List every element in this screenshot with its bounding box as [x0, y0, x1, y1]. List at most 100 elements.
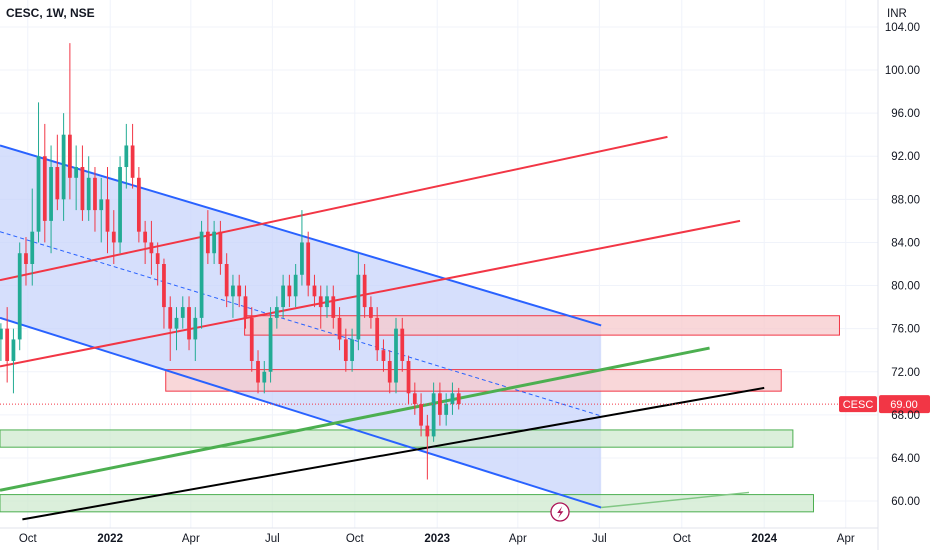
candle[interactable]: [205, 210, 210, 264]
candle[interactable]: [149, 220, 154, 275]
candle[interactable]: [362, 264, 367, 318]
candle[interactable]: [5, 307, 10, 383]
candle[interactable]: [438, 382, 442, 426]
candle[interactable]: [105, 167, 110, 254]
candle[interactable]: [387, 350, 392, 394]
candle[interactable]: [375, 307, 380, 361]
candle[interactable]: [325, 285, 329, 318]
candle[interactable]: [17, 242, 22, 351]
resistance-zone-2[interactable]: [165, 369, 782, 392]
candle[interactable]: [124, 123, 129, 189]
candle-body: [111, 231, 116, 243]
candle[interactable]: [61, 113, 66, 221]
candle[interactable]: [356, 253, 361, 351]
candle[interactable]: [24, 237, 28, 286]
chart-zones: [0, 145, 840, 513]
candle[interactable]: [143, 220, 148, 264]
support-zone-2[interactable]: [0, 494, 814, 513]
candle[interactable]: [118, 156, 122, 254]
candle-body: [312, 285, 317, 297]
candle[interactable]: [406, 355, 411, 405]
candle[interactable]: [237, 274, 242, 308]
candle[interactable]: [130, 123, 135, 189]
candle[interactable]: [331, 285, 336, 329]
candle[interactable]: [425, 414, 430, 480]
candle[interactable]: [249, 307, 254, 372]
candle-body: [105, 199, 110, 232]
candle[interactable]: [74, 145, 79, 211]
candle[interactable]: [155, 242, 160, 286]
candle[interactable]: [218, 220, 223, 275]
candle[interactable]: [212, 220, 217, 264]
lightning-bolt-icon[interactable]: [550, 502, 570, 522]
candle[interactable]: [42, 123, 47, 243]
candle-body: [369, 307, 373, 318]
candle[interactable]: [256, 350, 260, 394]
candle[interactable]: [49, 145, 53, 254]
candle[interactable]: [187, 296, 191, 351]
x-tick-label: Jul: [265, 533, 280, 545]
candle[interactable]: [86, 156, 91, 221]
candlestick-series[interactable]: [0, 43, 461, 480]
channel-lower-line[interactable]: [0, 316, 602, 509]
candle[interactable]: [312, 274, 317, 308]
candle[interactable]: [30, 188, 35, 286]
candle[interactable]: [381, 339, 386, 372]
green-trendline[interactable]: [0, 346, 710, 492]
candle[interactable]: [281, 274, 285, 318]
candle[interactable]: [343, 328, 348, 372]
candle[interactable]: [456, 387, 461, 410]
candle[interactable]: [55, 134, 60, 211]
candle[interactable]: [11, 328, 16, 394]
y-axis[interactable]: INR 104.00 100.00 96.00 92.00 88.00 84.00 80.00…: [877, 0, 920, 550]
candle[interactable]: [287, 274, 292, 308]
candle[interactable]: [243, 285, 248, 329]
candle[interactable]: [180, 296, 185, 329]
red-trendline-upper[interactable]: [0, 135, 668, 282]
candle[interactable]: [80, 145, 85, 221]
candle-body: [80, 167, 85, 211]
candle[interactable]: [0, 323, 3, 361]
support-zone-1[interactable]: [0, 429, 794, 448]
candle[interactable]: [350, 328, 354, 372]
candle[interactable]: [400, 317, 405, 372]
candle[interactable]: [262, 360, 267, 394]
candle[interactable]: [36, 102, 41, 243]
channel-upper-line[interactable]: [0, 144, 602, 327]
candle[interactable]: [68, 43, 72, 200]
candle-body: [86, 177, 91, 211]
candle[interactable]: [300, 210, 304, 286]
candle[interactable]: [412, 382, 417, 415]
candle[interactable]: [174, 307, 179, 351]
candle[interactable]: [268, 307, 273, 383]
candle[interactable]: [337, 307, 342, 351]
x-tick-label: Jul: [592, 533, 607, 545]
candle[interactable]: [274, 296, 279, 329]
candle[interactable]: [419, 393, 423, 437]
resistance-zone-1[interactable]: [244, 315, 840, 336]
candle[interactable]: [450, 382, 455, 415]
candle[interactable]: [431, 382, 436, 442]
candle[interactable]: [193, 307, 198, 361]
candle[interactable]: [111, 210, 116, 264]
candle[interactable]: [306, 231, 311, 297]
candle-body: [293, 274, 298, 297]
candle[interactable]: [199, 220, 204, 329]
candle[interactable]: [293, 264, 298, 308]
candle[interactable]: [318, 285, 323, 329]
candle[interactable]: [369, 296, 373, 329]
candle[interactable]: [99, 177, 104, 243]
x-axis[interactable]: Oct 2022 Apr Jul Oct 2023 Apr Jul Oct 2024 Apr: [0, 527, 878, 545]
candle[interactable]: [444, 393, 449, 426]
candle[interactable]: [224, 253, 229, 308]
black-trendline[interactable]: [22, 386, 765, 521]
red-trendline-lower[interactable]: [0, 219, 741, 368]
green-trendline-tail[interactable]: [601, 491, 750, 509]
candle[interactable]: [168, 296, 173, 361]
candle[interactable]: [136, 167, 141, 243]
candle[interactable]: [162, 258, 166, 329]
candle[interactable]: [231, 274, 235, 318]
candle[interactable]: [93, 167, 97, 232]
candle[interactable]: [394, 317, 398, 394]
